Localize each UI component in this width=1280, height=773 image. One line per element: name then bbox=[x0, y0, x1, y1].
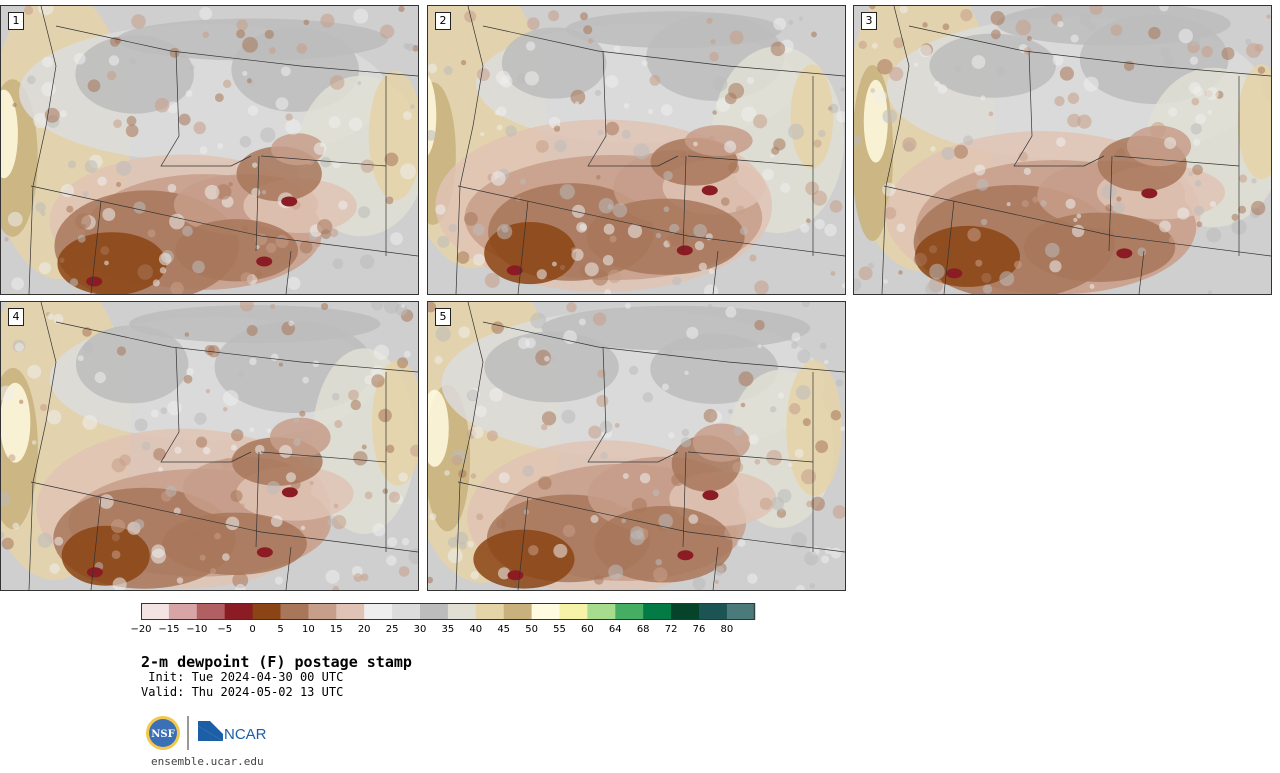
colorbar-tick-label: 10 bbox=[302, 624, 315, 635]
map-panel-2: 2 bbox=[427, 5, 846, 295]
svg-text:NCAR: NCAR bbox=[224, 726, 267, 743]
colorbar-tick-label: −10 bbox=[186, 624, 208, 635]
dewpoint-map bbox=[854, 6, 1271, 294]
logo-group: NSF NCAR bbox=[144, 714, 284, 752]
colorbar-tick-label: −5 bbox=[217, 624, 233, 635]
colorbar-bin bbox=[308, 603, 337, 620]
colorbar-bin bbox=[559, 603, 588, 620]
colorbar-tick-label: 25 bbox=[385, 624, 399, 635]
colorbar-bin bbox=[196, 603, 226, 620]
site-url: ensemble.ucar.edu bbox=[151, 755, 264, 768]
map-panel-3: 3 bbox=[853, 5, 1272, 295]
colorbar-tick-label: 20 bbox=[357, 624, 371, 635]
panel-number-label: 3 bbox=[861, 12, 877, 30]
colorbar-bin bbox=[336, 603, 365, 620]
valid-time: Valid: Thu 2024-05-02 13 UTC bbox=[141, 685, 344, 699]
colorbar bbox=[141, 603, 756, 620]
nsf-logo-icon: NSF bbox=[146, 716, 180, 750]
colorbar-bin bbox=[224, 603, 254, 620]
map-panel-5: 5 bbox=[427, 301, 846, 591]
colorbar-bin bbox=[643, 603, 672, 620]
colorbar-bin bbox=[615, 603, 644, 620]
colorbar-tick-label: 35 bbox=[441, 624, 455, 635]
colorbar-bin bbox=[699, 603, 728, 620]
init-time: Init: Tue 2024-04-30 00 UTC bbox=[141, 670, 344, 684]
dewpoint-map bbox=[1, 302, 418, 590]
colorbar-bin bbox=[392, 603, 421, 620]
colorbar-bin bbox=[420, 603, 449, 620]
panel-number-label: 1 bbox=[8, 12, 24, 30]
svg-text:NSF: NSF bbox=[151, 729, 174, 740]
colorbar-tick-label: −15 bbox=[158, 624, 180, 635]
colorbar-tick-label: 40 bbox=[469, 624, 483, 635]
colorbar-bin bbox=[531, 603, 560, 620]
map-panel-4: 4 bbox=[0, 301, 419, 591]
dewpoint-map bbox=[1, 6, 418, 294]
plot-title: 2-m dewpoint (F) postage stamp bbox=[141, 653, 412, 671]
colorbar-tick-label: 60 bbox=[581, 624, 594, 635]
colorbar-tick-label: 55 bbox=[553, 624, 566, 635]
colorbar-tick-labels: −20 −15 −10 −5 0 5 10 15 20 25 30 35 40 45 50 55 60 64 68 7… bbox=[130, 624, 781, 638]
dewpoint-map bbox=[428, 6, 845, 294]
panel-number-label: 2 bbox=[435, 12, 451, 30]
colorbar-bin bbox=[475, 603, 505, 620]
colorbar-tick-label: 30 bbox=[413, 624, 427, 635]
nsf-ncar-logo: NSF NCAR bbox=[146, 716, 267, 750]
colorbar-tick-label: 80 bbox=[720, 624, 734, 635]
colorbar-tick-label: −20 bbox=[130, 624, 152, 635]
colorbar-bin bbox=[280, 603, 309, 620]
colorbar-bin bbox=[447, 603, 477, 620]
ncar-logo-icon: NCAR bbox=[198, 721, 267, 743]
colorbar-tick-label: 64 bbox=[608, 624, 622, 635]
colorbar-tick-label: 5 bbox=[277, 624, 284, 635]
colorbar-bin bbox=[364, 603, 393, 620]
colorbar-bin bbox=[168, 603, 198, 620]
colorbar-tick-label: 50 bbox=[525, 624, 538, 635]
colorbar-tick-label: 45 bbox=[497, 624, 511, 635]
map-panel-1: 1 bbox=[0, 5, 419, 295]
colorbar-tick-label: 72 bbox=[664, 624, 678, 635]
colorbar-bin bbox=[252, 603, 281, 620]
panel-number-label: 5 bbox=[435, 308, 451, 326]
colorbar-tick-label: 0 bbox=[249, 624, 256, 635]
colorbar-tick-label: 15 bbox=[329, 624, 343, 635]
colorbar-bin bbox=[726, 603, 756, 620]
colorbar-bin bbox=[141, 603, 170, 620]
colorbar-bin bbox=[587, 603, 616, 620]
colorbar-tick-label: 76 bbox=[692, 624, 706, 635]
colorbar-tick-label: 68 bbox=[636, 624, 650, 635]
colorbar-bin bbox=[503, 603, 533, 620]
colorbar-bin bbox=[671, 603, 700, 620]
dewpoint-map bbox=[428, 302, 845, 590]
panel-number-label: 4 bbox=[8, 308, 24, 326]
